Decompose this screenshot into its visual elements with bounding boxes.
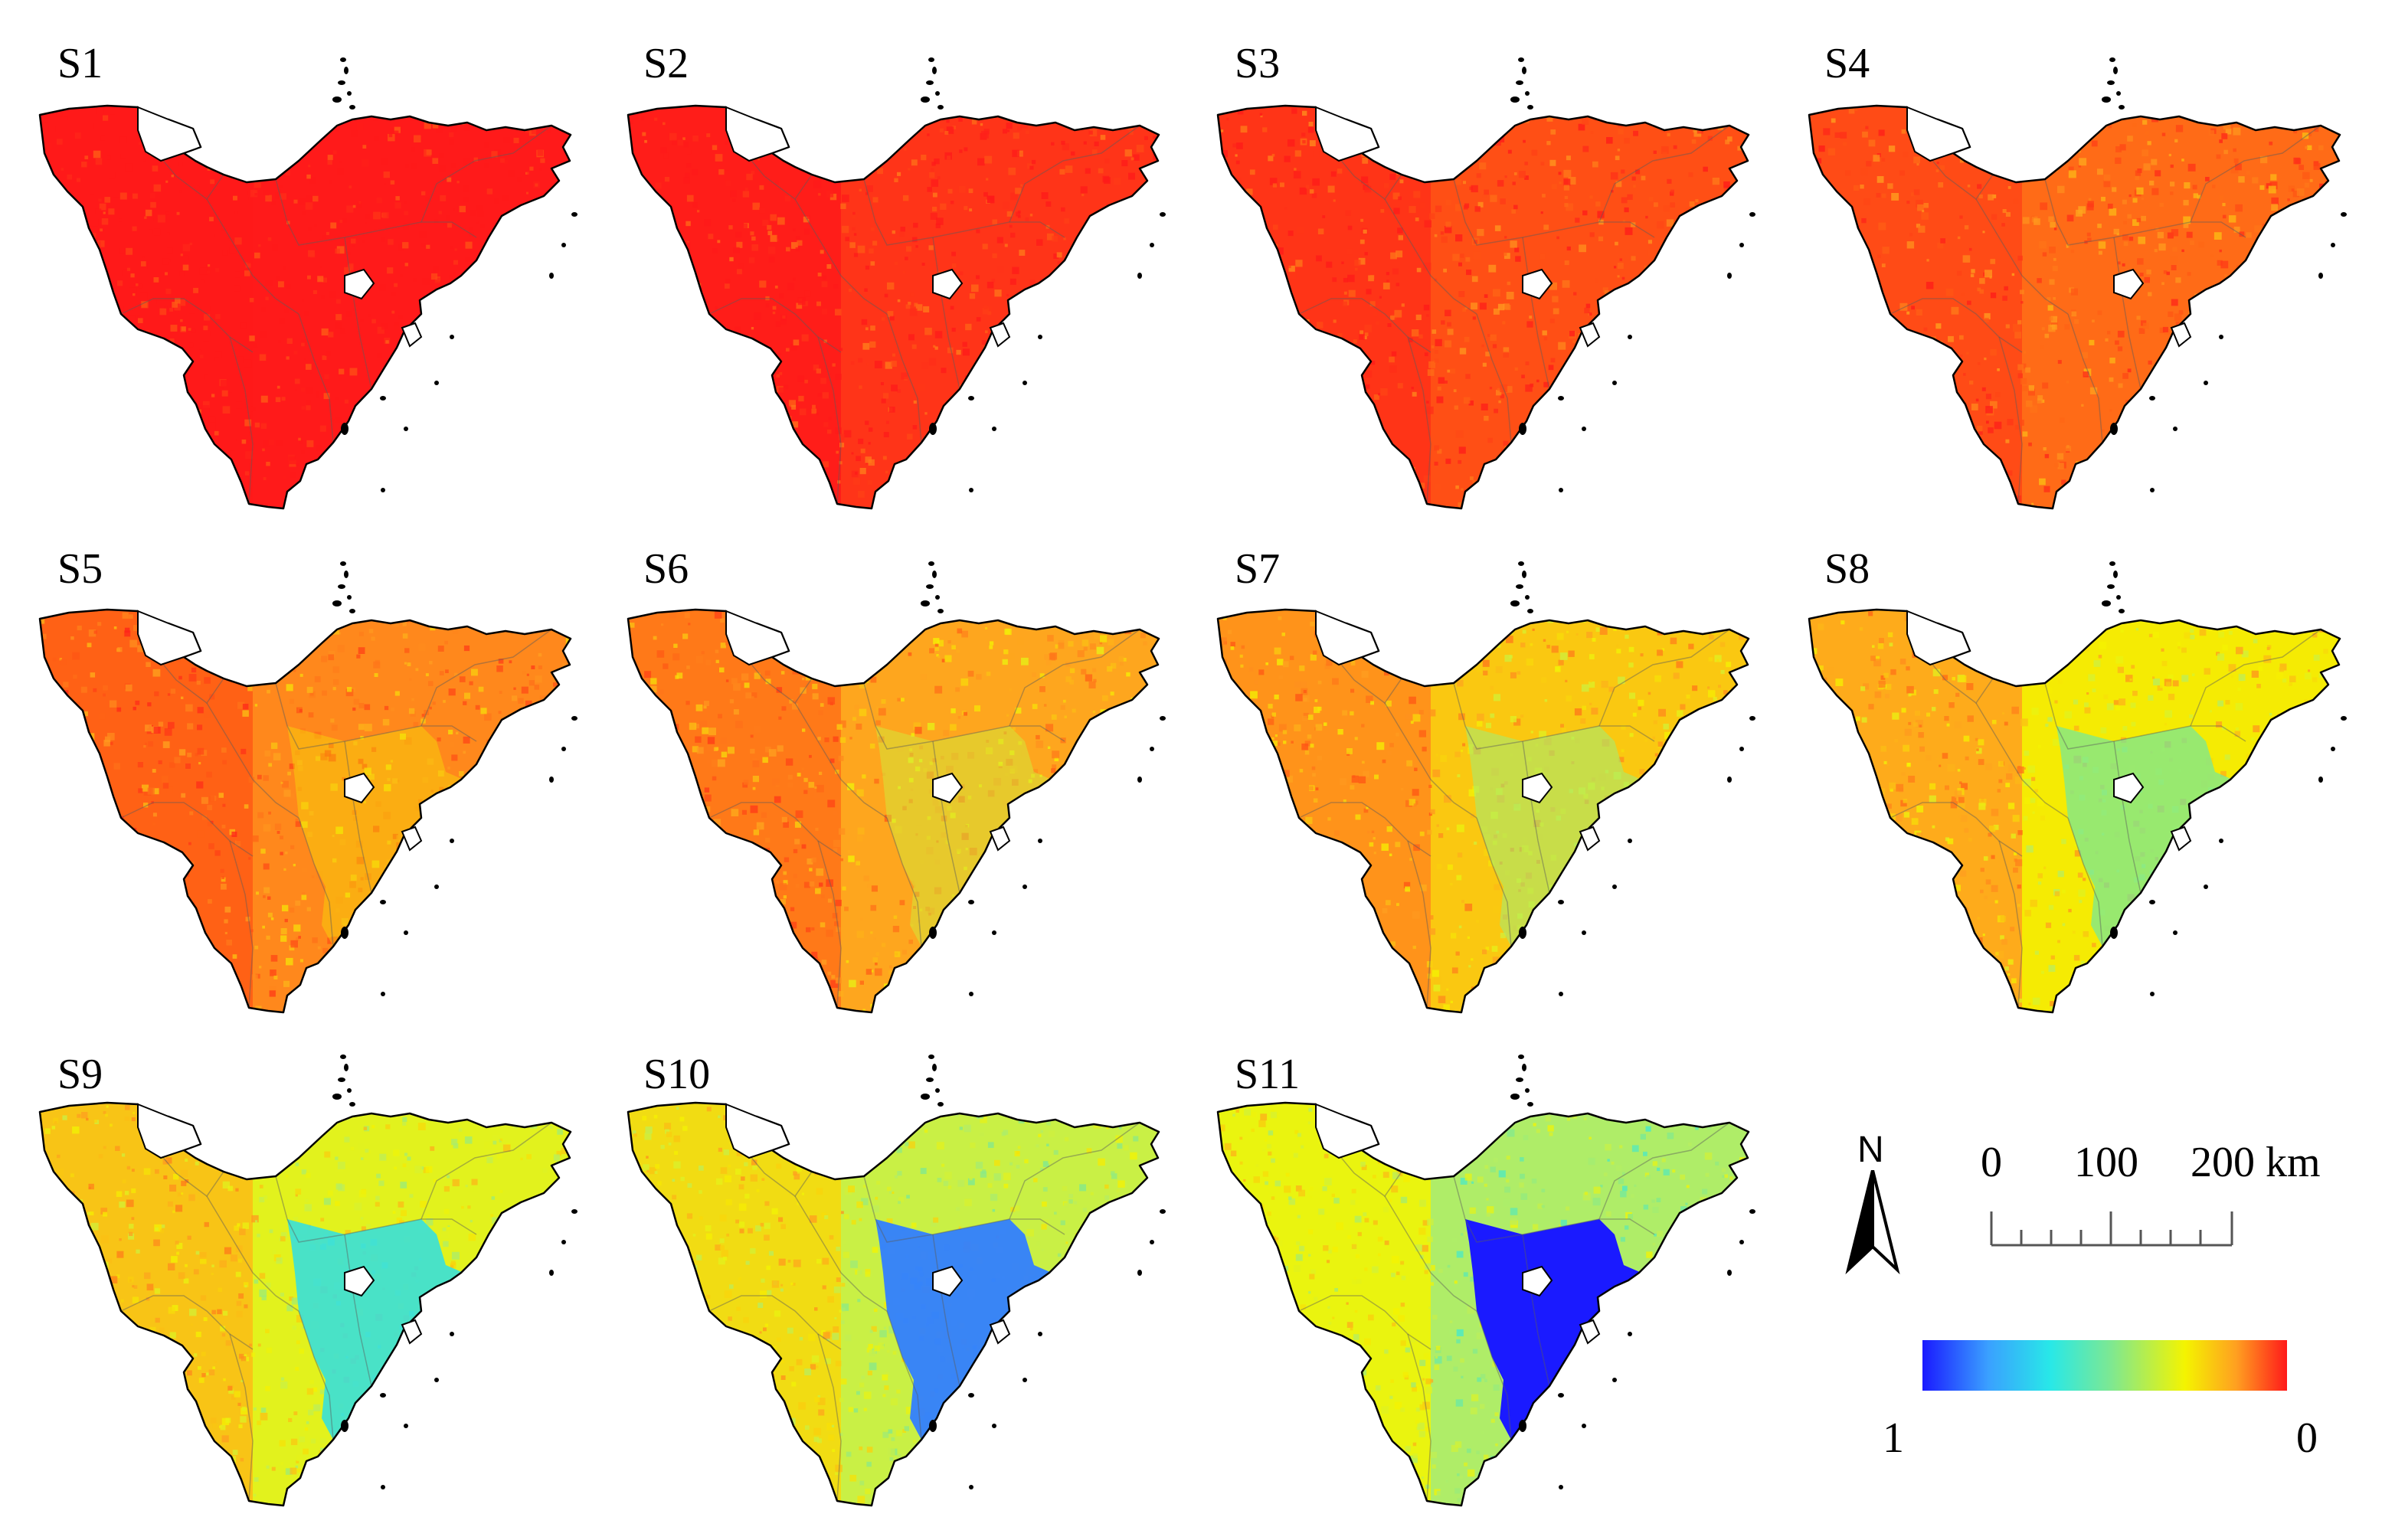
map-fill [628,610,1159,1012]
map-fill [1218,106,1749,508]
map-fill [40,1103,571,1506]
map-s6 [627,561,1166,1014]
map-s9 [38,1054,578,1507]
panel-label-s11: S11 [1235,1051,1301,1098]
panel-label-s9: S9 [57,1051,103,1098]
north-arrow-icon [1845,1170,1900,1275]
panel-label-s2: S2 [643,40,689,87]
colorbar-label-1: 1 [1883,1414,1904,1462]
map-fill [40,106,571,508]
map-fill [40,610,571,1012]
map-fill [1809,106,2340,508]
panel-label-s3: S3 [1235,40,1281,87]
panel-label-s10: S10 [643,1051,711,1098]
scale-label-200: 200 km [2191,1139,2321,1186]
map-s3 [1216,57,1755,510]
colorbar [1922,1340,2287,1391]
panel-label-s4: S4 [1824,40,1870,87]
map-s10 [627,1054,1166,1507]
scale-label-100: 100 [2074,1139,2138,1186]
map-fill [628,106,1159,508]
panel-label-s6: S6 [643,545,689,593]
map-s7 [1216,561,1755,1014]
map-s5 [38,561,578,1014]
colorbar-label-0: 0 [2296,1414,2318,1462]
map-s1 [38,57,578,510]
map-s2 [627,57,1166,510]
map-s4 [1808,57,2347,510]
map-fill [1218,610,1749,1012]
map-s11 [1216,1054,1755,1507]
scale-bar [1990,1211,2233,1247]
map-fill [1218,1103,1749,1506]
scale-label-0: 0 [1981,1139,2002,1186]
map-fill [1809,610,2340,1012]
panel-label-s5: S5 [57,545,103,593]
panel-label-s7: S7 [1235,545,1281,593]
panel-label-s8: S8 [1824,545,1870,593]
panel-label-s1: S1 [57,40,103,87]
map-fill [628,1103,1159,1506]
north-label: N [1857,1130,1884,1170]
map-s8 [1808,561,2347,1014]
